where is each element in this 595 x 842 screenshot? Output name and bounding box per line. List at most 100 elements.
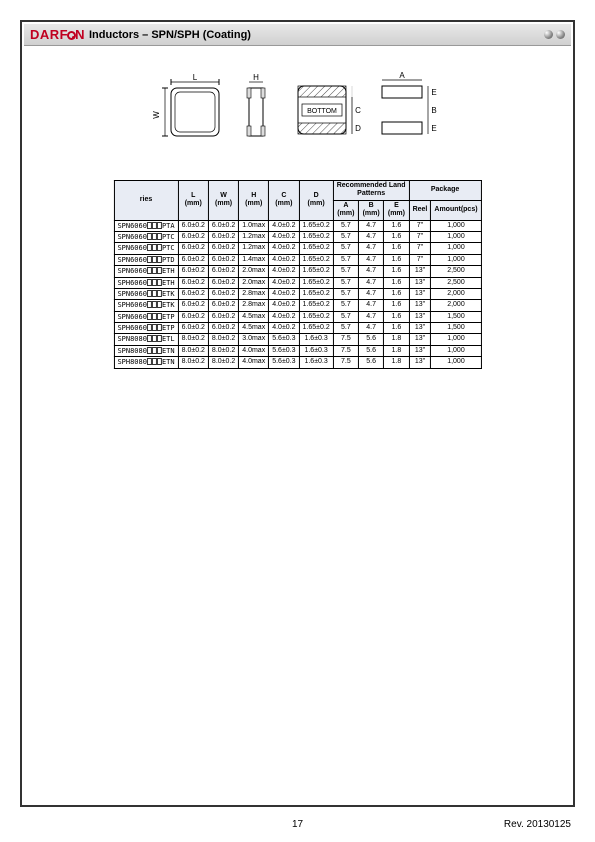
diagram-top-view: L W [153,70,233,150]
cell-amount: 1,000 [431,254,481,265]
cell-reel: 7" [409,231,431,242]
cell-series: SPH6060ETH [114,277,178,288]
cell-reel: 13" [409,300,431,311]
header-decor-dots [544,30,565,39]
cell-B: 4.7 [359,288,384,299]
cell-series: SPN6060PTD [114,254,178,265]
dim-E-label: E [431,88,436,97]
col-C: C(mm) [269,181,299,221]
cell-A: 7.5 [333,357,358,368]
table-row: SPN6060ETH6.0±0.26.0±0.22.0max4.0±0.21.6… [114,266,481,277]
cell-D: 1.65±0.2 [299,266,333,277]
cell-L: 6.0±0.2 [178,288,208,299]
cell-C: 5.6±0.3 [269,334,299,345]
table-body: SPN6060PTA6.0±0.26.0±0.21.0max4.0±0.21.6… [114,220,481,368]
table-row: SPN6060PTD6.0±0.26.0±0.21.4max4.0±0.21.6… [114,254,481,265]
cell-D: 1.65±0.2 [299,277,333,288]
cell-E: 1.6 [384,300,409,311]
cell-B: 4.7 [359,220,384,231]
cell-C: 4.0±0.2 [269,311,299,322]
cell-W: 6.0±0.2 [208,288,238,299]
cell-W: 6.0±0.2 [208,300,238,311]
cell-L: 6.0±0.2 [178,254,208,265]
table-row: SPN6060PTC6.0±0.26.0±0.21.2max4.0±0.21.6… [114,231,481,242]
cell-B: 4.7 [359,300,384,311]
dimension-diagrams: L W H BOTTOM C D A [0,70,595,150]
cell-amount: 2,500 [431,266,481,277]
dim-E-label-2: E [431,124,436,133]
cell-B: 4.7 [359,254,384,265]
cell-H: 4.0max [239,357,269,368]
cell-A: 5.7 [333,231,358,242]
cell-H: 3.0max [239,334,269,345]
cell-D: 1.65±0.2 [299,231,333,242]
cell-E: 1.8 [384,345,409,356]
cell-C: 4.0±0.2 [269,277,299,288]
cell-A: 5.7 [333,300,358,311]
logo-text-pre: DARF [30,27,68,42]
cell-E: 1.6 [384,277,409,288]
cell-H: 1.2max [239,231,269,242]
spec-table: ries L(mm) W(mm) H(mm) C(mm) D(mm) Recom… [113,180,481,369]
cell-series: SPH8080ETN [114,357,178,368]
cell-D: 1.65±0.2 [299,243,333,254]
cell-amount: 1,500 [431,323,481,334]
dim-W-label: W [153,111,161,119]
cell-C: 4.0±0.2 [269,300,299,311]
cell-H: 1.2max [239,243,269,254]
cell-series: SPH6060ETK [114,300,178,311]
cell-reel: 13" [409,277,431,288]
cell-amount: 2,000 [431,288,481,299]
cell-L: 6.0±0.2 [178,311,208,322]
cell-H: 2.0max [239,277,269,288]
cell-W: 6.0±0.2 [208,323,238,334]
col-A: A(mm) [333,200,358,220]
cell-reel: 13" [409,345,431,356]
diagram-bottom-view: BOTTOM C D [284,70,364,150]
cell-B: 4.7 [359,277,384,288]
cell-W: 6.0±0.2 [208,231,238,242]
cell-series: SPN6060ETH [114,266,178,277]
table-row: SPN6060PTA6.0±0.26.0±0.21.0max4.0±0.21.6… [114,220,481,231]
cell-series: SPN6060PTC [114,243,178,254]
cell-amount: 1,000 [431,220,481,231]
cell-A: 5.7 [333,266,358,277]
cell-W: 8.0±0.2 [208,357,238,368]
logo-text-post: N [75,27,85,42]
cell-amount: 1,000 [431,243,481,254]
cell-L: 6.0±0.2 [178,243,208,254]
dim-H-label: H [253,73,259,82]
cell-D: 1.65±0.2 [299,300,333,311]
cell-reel: 13" [409,323,431,334]
cell-C: 4.0±0.2 [269,266,299,277]
cell-amount: 1,000 [431,345,481,356]
cell-C: 4.0±0.2 [269,243,299,254]
diagram-side-view: H [241,70,276,150]
table-row: SPH8080ETN8.0±0.28.0±0.24.0max5.6±0.31.6… [114,357,481,368]
cell-B: 4.7 [359,266,384,277]
cell-series: SPN6060PTA [114,220,178,231]
cell-D: 1.65±0.2 [299,288,333,299]
cell-W: 6.0±0.2 [208,277,238,288]
cell-L: 6.0±0.2 [178,300,208,311]
cell-series: SPH6060ETP [114,323,178,334]
cell-A: 5.7 [333,220,358,231]
cell-amount: 1,000 [431,334,481,345]
cell-B: 4.7 [359,231,384,242]
table-row: SPN6060ETP6.0±0.26.0±0.24.5max4.0±0.21.6… [114,311,481,322]
cell-reel: 7" [409,220,431,231]
cell-A: 5.7 [333,323,358,334]
cell-D: 1.65±0.2 [299,220,333,231]
cell-W: 8.0±0.2 [208,334,238,345]
cell-A: 5.7 [333,243,358,254]
table-row: SPN6060ETK6.0±0.26.0±0.22.8max4.0±0.21.6… [114,288,481,299]
cell-H: 2.0max [239,266,269,277]
table-row: SPN8080ETL8.0±0.28.0±0.23.0max5.6±0.31.6… [114,334,481,345]
col-series: ries [114,181,178,221]
table-row: SPN8080ETN8.0±0.28.0±0.24.0max5.6±0.31.6… [114,345,481,356]
cell-D: 1.6±0.3 [299,345,333,356]
cell-C: 4.0±0.2 [269,254,299,265]
cell-L: 6.0±0.2 [178,220,208,231]
dim-C-label: C [355,106,361,115]
cell-C: 4.0±0.2 [269,288,299,299]
